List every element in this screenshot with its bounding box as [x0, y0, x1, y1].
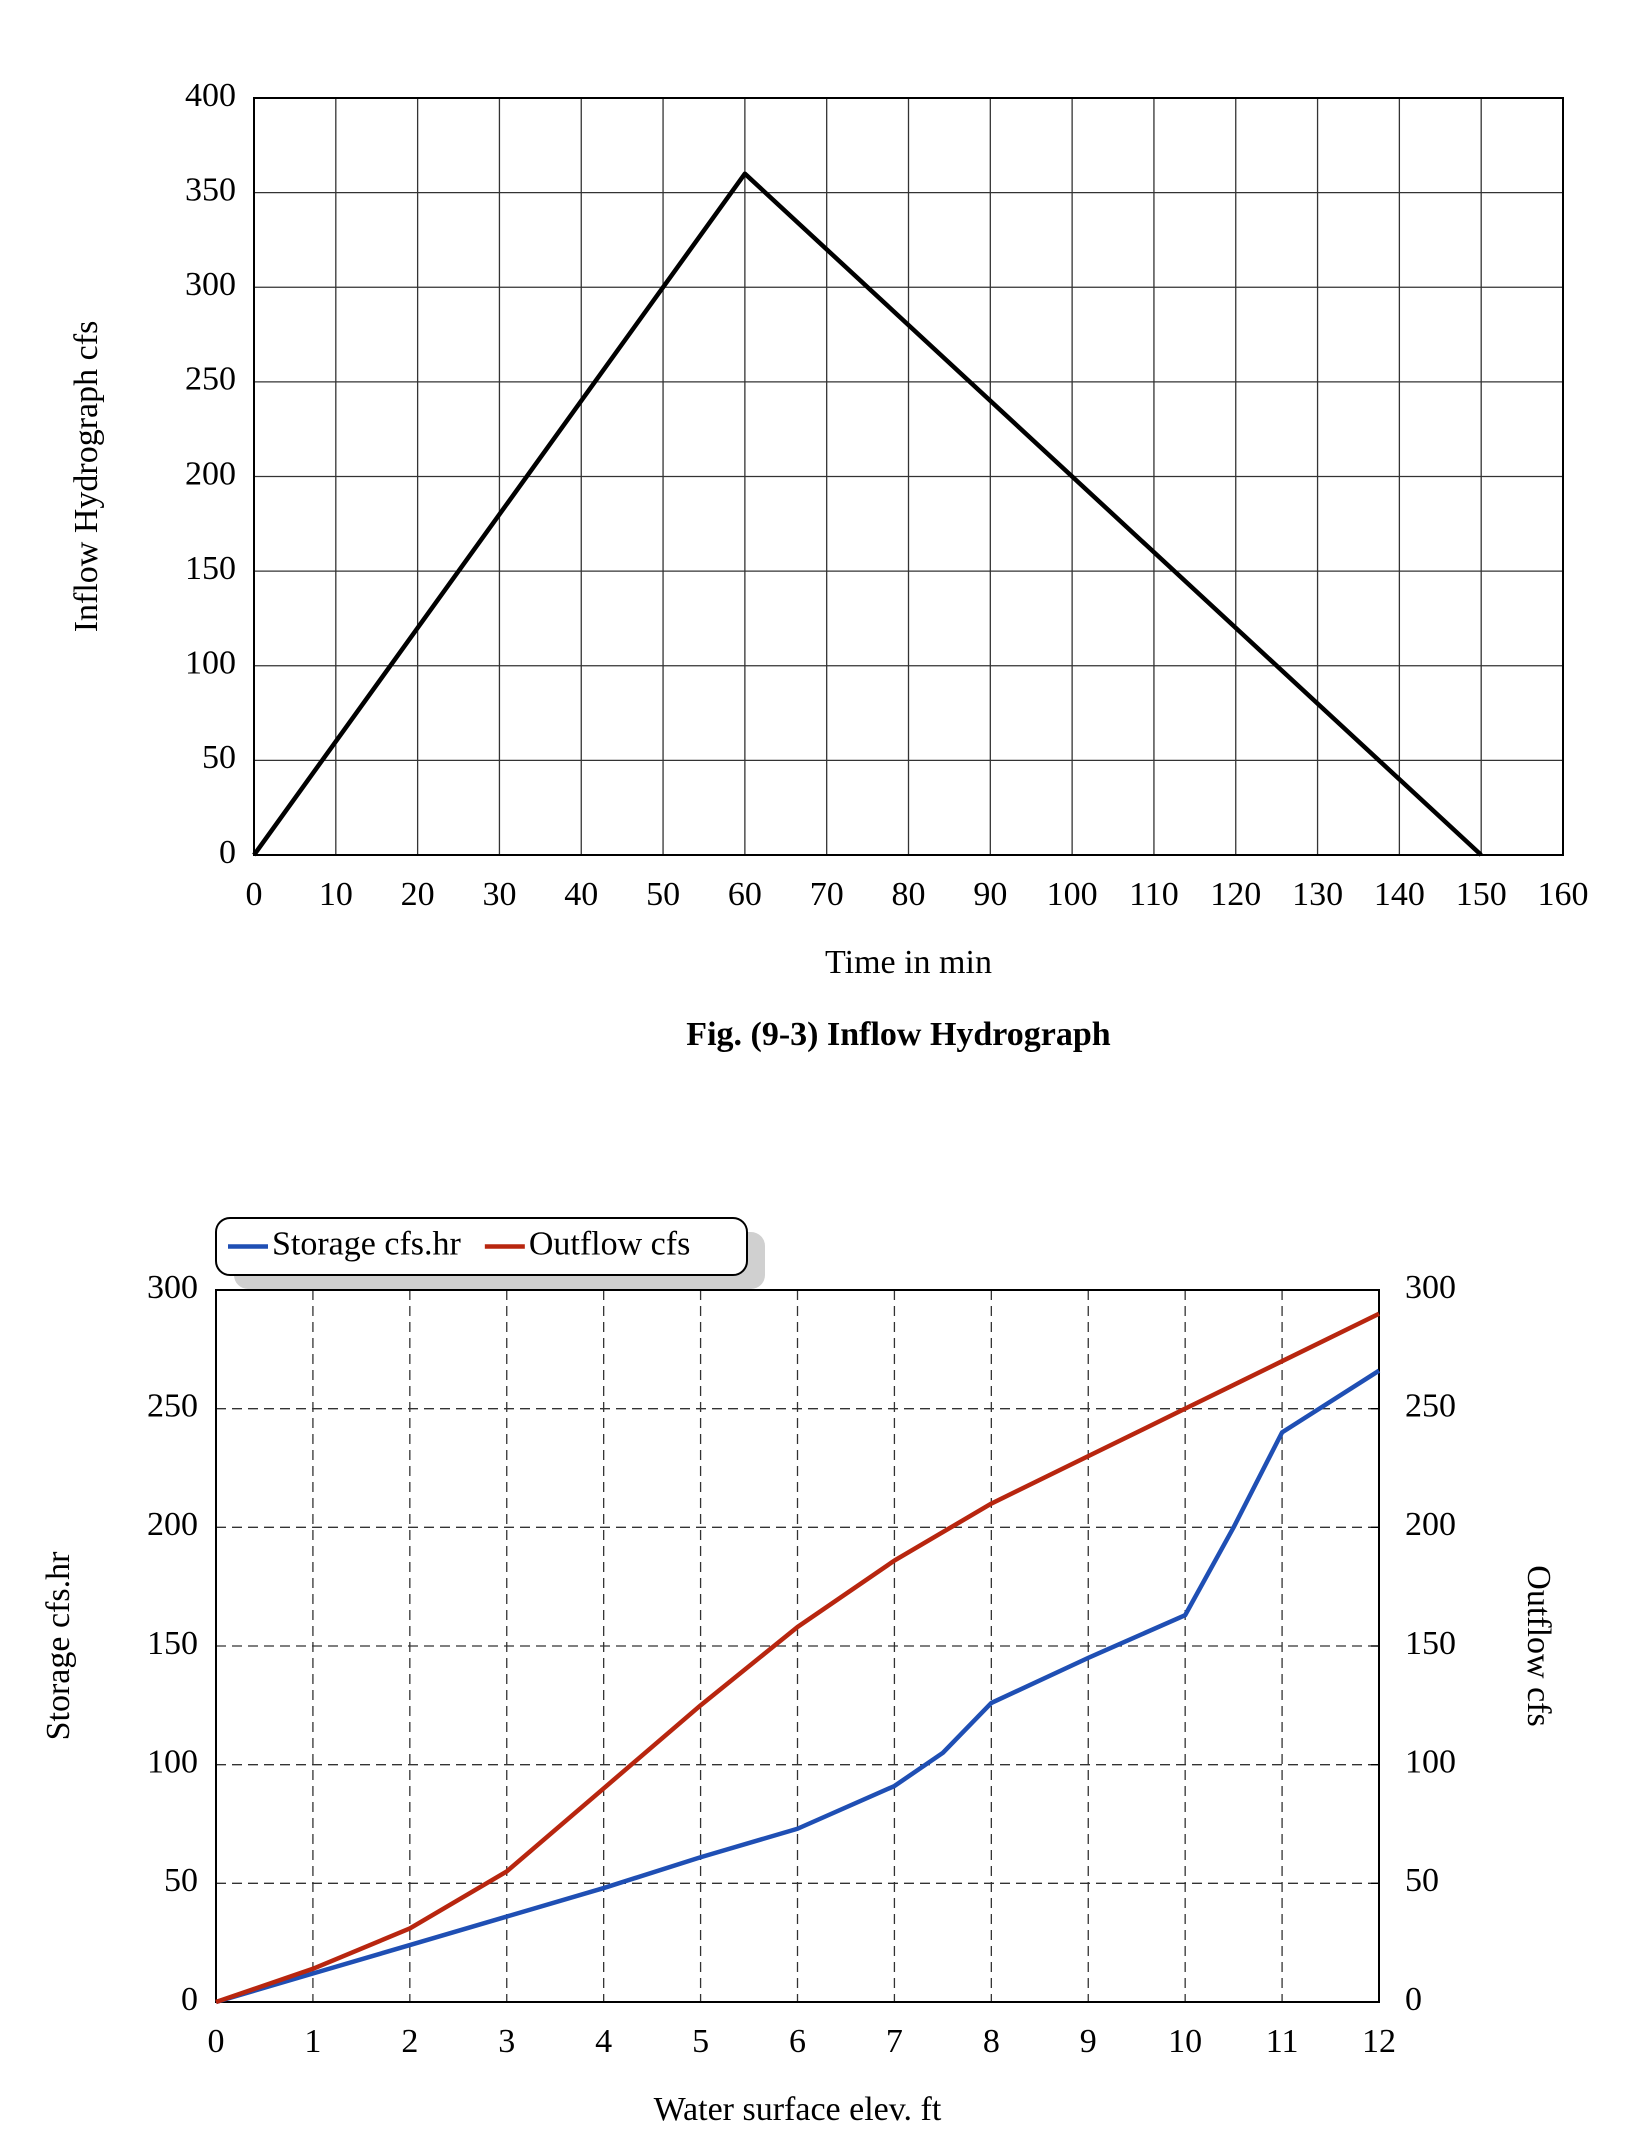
- x-tick-label: 20: [401, 876, 435, 913]
- x-tick-label: 6: [789, 2023, 806, 2060]
- y-tick-label: 100: [185, 645, 236, 682]
- data-line: [215, 1368, 1381, 2005]
- x-tick-label: 4: [595, 2023, 612, 2060]
- y-tick-label: 150: [185, 550, 236, 587]
- x-tick-label: 30: [482, 876, 516, 913]
- x-tick-label: 2: [401, 2023, 418, 2060]
- x-tick-label: 10: [1168, 2023, 1202, 2060]
- x-axis-label: Time in min: [825, 944, 992, 981]
- y2-tick-label: 0: [1405, 1981, 1422, 2018]
- plot-frame: [215, 1289, 1380, 2003]
- y-tick-label: 250: [185, 361, 236, 398]
- x-tick-label: 3: [498, 2023, 515, 2060]
- plot-frame: [253, 97, 1564, 856]
- x-tick-label: 9: [1080, 2023, 1097, 2060]
- x-tick-label: 90: [973, 876, 1007, 913]
- x-tick-label: 40: [564, 876, 598, 913]
- y2-tick-label: 200: [1405, 1506, 1456, 1543]
- x-tick-label: 7: [886, 2023, 903, 2060]
- y-axis-label: Storage cfs.hr: [40, 1551, 77, 1741]
- y2-tick-label: 50: [1405, 1862, 1439, 1899]
- y-tick-label: 400: [185, 77, 236, 114]
- x-tick-label: 140: [1374, 876, 1425, 913]
- legend-label: Outflow cfs: [529, 1225, 690, 1262]
- y-tick-label: 0: [181, 1981, 198, 2018]
- y2-tick-label: 150: [1405, 1625, 1456, 1662]
- y-tick-label: 100: [147, 1743, 198, 1780]
- y-tick-label: 350: [185, 171, 236, 208]
- x-tick-label: 110: [1129, 876, 1179, 913]
- x-tick-label: 5: [692, 2023, 709, 2060]
- y-tick-label: 150: [147, 1625, 198, 1662]
- y-tick-label: 300: [185, 266, 236, 303]
- y-tick-label: 200: [147, 1506, 198, 1543]
- x-tick-label: 120: [1210, 876, 1261, 913]
- y2-tick-label: 300: [1405, 1269, 1456, 1306]
- y-tick-label: 300: [147, 1269, 198, 1306]
- x-axis-label: Water surface elev. ft: [654, 2091, 942, 2128]
- y2-tick-label: 250: [1405, 1387, 1456, 1424]
- legend-box: [215, 1217, 748, 1276]
- x-tick-label: 100: [1047, 876, 1098, 913]
- x-tick-label: 160: [1538, 876, 1589, 913]
- x-tick-label: 10: [319, 876, 353, 913]
- x-tick-label: 8: [983, 2023, 1000, 2060]
- y2-axis-label: Outflow cfs: [1520, 1565, 1557, 1726]
- data-line: [252, 171, 1483, 857]
- data-line: [215, 1311, 1380, 2005]
- figure-caption: Fig. (9-3) Inflow Hydrograph: [686, 1016, 1110, 1053]
- y-tick-label: 50: [202, 739, 236, 776]
- x-tick-label: 0: [208, 2023, 225, 2060]
- x-tick-label: 0: [246, 876, 263, 913]
- x-tick-label: 12: [1362, 2023, 1396, 2060]
- y2-tick-label: 100: [1405, 1743, 1456, 1780]
- y-axis-label: Inflow Hydrograph cfs: [68, 321, 105, 633]
- x-tick-label: 80: [892, 876, 926, 913]
- y-tick-label: 200: [185, 455, 236, 492]
- x-tick-label: 70: [810, 876, 844, 913]
- x-tick-label: 130: [1292, 876, 1343, 913]
- x-tick-label: 1: [304, 2023, 321, 2060]
- y-tick-label: 0: [219, 834, 236, 871]
- y-tick-label: 50: [164, 1862, 198, 1899]
- x-tick-label: 50: [646, 876, 680, 913]
- x-tick-label: 150: [1456, 876, 1507, 913]
- x-tick-label: 60: [728, 876, 762, 913]
- legend-label: Storage cfs.hr: [272, 1225, 462, 1262]
- x-tick-label: 11: [1266, 2023, 1299, 2060]
- y-tick-label: 250: [147, 1387, 198, 1424]
